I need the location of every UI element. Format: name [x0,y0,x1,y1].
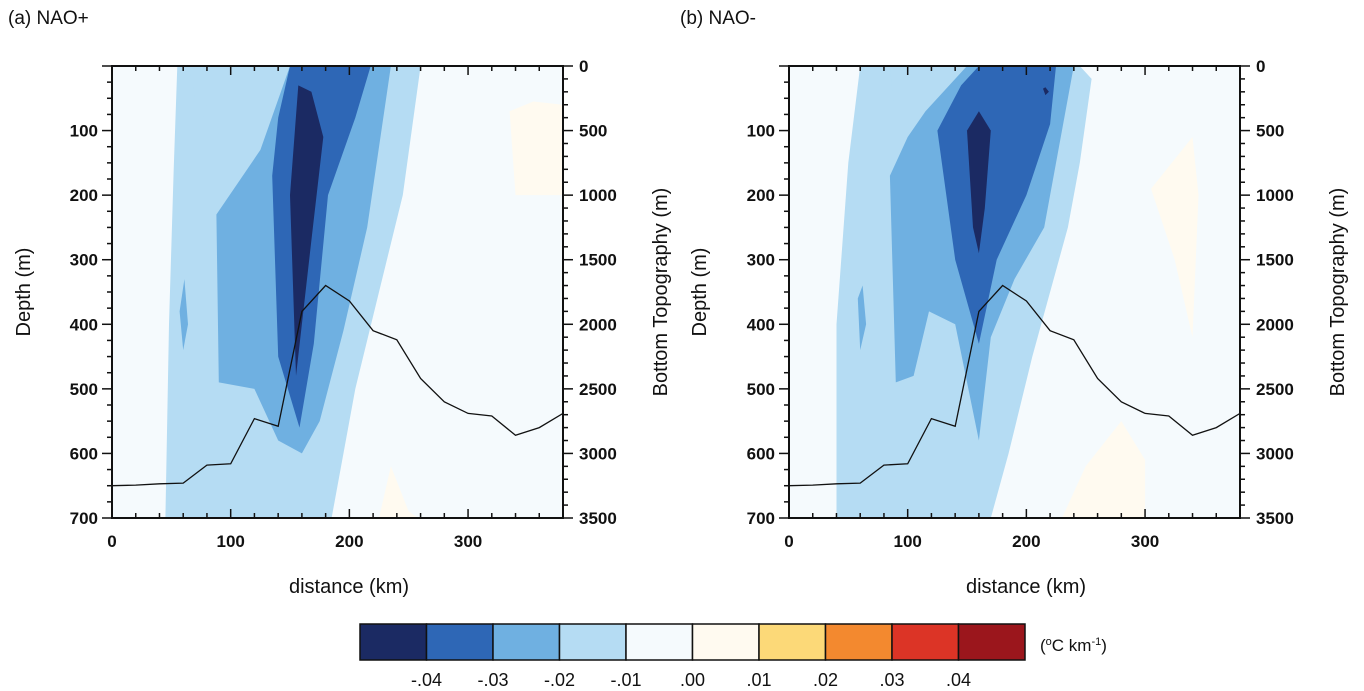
panel-title: (b) NAO- [680,8,756,29]
y-tick-label: 700 [747,509,775,528]
colorbar-tick-label: -.02 [544,670,575,690]
y2-axis-label: Bottom Topography (m) [650,188,672,397]
colorbar-labels: -.04 -.03 -.02 -.01 .00 .01 .02 .03 .04 [411,670,971,690]
colorbar-box [957,623,1026,661]
contour-region [1062,421,1146,518]
x-tick-label: 0 [784,532,793,551]
colorbar-box [492,623,561,661]
x-tick-label: 100 [893,532,921,551]
y2-tick-label: 3000 [579,444,617,463]
colorbar-box [758,623,827,661]
y-tick-label: 200 [747,186,775,205]
colorbar-tick-label: -.03 [477,670,508,690]
x-tick-label: 300 [454,532,482,551]
colorbar-tick-label: .04 [946,670,971,690]
contour-region [857,285,867,351]
topography-line [789,284,1240,487]
colorbar-tick-label: -.01 [610,670,641,690]
y-tick-label: 600 [70,444,98,463]
y-tick-label: 400 [70,315,98,334]
y-tick-label: 300 [70,251,98,270]
colorbar-tick-label: .01 [746,670,771,690]
colorbar: -.04 -.03 -.02 -.01 .00 .01 .02 .03 .04 (oC km-1… [359,623,1107,690]
contour-region [179,279,188,351]
x-tick-label: 200 [1012,532,1040,551]
panel-nao-minus: (b) NAO- 0 100 200 300 100 200 300 400 500 600 700… [680,8,1349,598]
y2-tick-label: 0 [579,57,588,76]
y2-axis-label: Bottom Topography (m) [1327,188,1349,397]
x-axis-label: distance (km) [966,576,1086,598]
panel-nao-plus: (a) NAO+ 0 100 200 300 100 200 300 400 500 600 700… [8,8,672,598]
contour-region [889,66,899,105]
contour-fills [112,66,563,518]
contour-region [1043,87,1049,96]
y-tick-label: 300 [747,251,775,270]
y2-tick-label: 1500 [579,251,617,270]
colorbar-tick-label: -.04 [411,670,442,690]
colorbar-box [625,623,694,661]
colorbar-tick-label: .03 [879,670,904,690]
contour-region [189,66,213,118]
y2-tick-label: 1000 [579,186,617,205]
y-tick-label: 700 [70,509,98,528]
x-tick-label: 300 [1131,532,1159,551]
contour-region [379,466,419,518]
y-tick-label: 100 [747,122,775,141]
contour-fills [789,66,1240,518]
y2-tick-label: 2000 [579,315,617,334]
colorbar-box [558,623,627,661]
panel-title: (a) NAO+ [8,8,89,29]
y2-tick-label: 1500 [1256,251,1294,270]
y-axis-label: Depth (m) [13,248,35,337]
colorbar-box [824,623,893,661]
colorbar-tick-label: .00 [680,670,705,690]
contour-region [509,101,563,196]
y-tick-label: 400 [747,315,775,334]
colorbar-tick-label: .02 [813,670,838,690]
y-tick-label: 100 [70,122,98,141]
y-tick-label: 200 [70,186,98,205]
y-tick-label: 500 [70,380,98,399]
y-axis-label: Depth (m) [689,248,711,337]
colorbar-box [359,623,428,661]
contour-region [967,111,991,254]
x-tick-label: 100 [216,532,244,551]
y2-tick-label: 2500 [1256,380,1294,399]
contour-plot [112,66,563,518]
x-tick-label: 200 [335,532,363,551]
contour-region [937,66,1056,344]
y2-tick-label: 0 [1256,57,1265,76]
contour-region [290,85,324,376]
y2-tick-label: 2000 [1256,315,1294,334]
y2-tick-label: 500 [1256,122,1284,141]
colorbar-box [425,623,494,661]
topography-line [112,284,563,487]
y2-tick-label: 3500 [1256,509,1294,528]
y2-tick-label: 1000 [1256,186,1294,205]
contour-region [1151,137,1199,338]
colorbar-unit: (oC km-1) [1040,636,1107,655]
x-tick-label: 0 [107,532,116,551]
colorbar-box [691,623,760,661]
y2-tick-label: 3000 [1256,444,1294,463]
y2-tick-label: 2500 [579,380,617,399]
axes: 0 100 200 300 100 200 300 400 500 600 700 0 500 1000 1… [70,57,617,551]
y2-tick-label: 3500 [579,509,617,528]
y2-tick-label: 500 [579,122,607,141]
y-tick-label: 500 [747,380,775,399]
colorbar-box [891,623,960,661]
x-axis-label: distance (km) [289,576,409,598]
axes: 0 100 200 300 100 200 300 400 500 600 700 0 500 1000 1… [747,57,1294,551]
y-tick-label: 600 [747,444,775,463]
contour-plot [789,66,1240,518]
colorbar-boxes [359,623,1026,661]
